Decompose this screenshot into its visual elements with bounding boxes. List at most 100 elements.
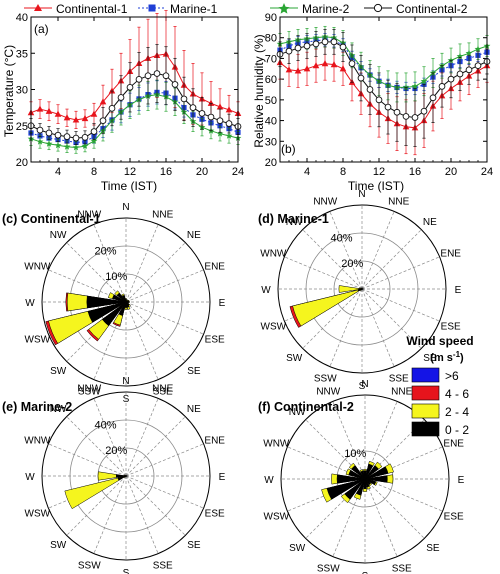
data-point (54, 110, 62, 117)
data-point (108, 87, 116, 94)
rose-direction-label-f: W (264, 475, 274, 486)
rose-direction-label-c: W (25, 298, 35, 309)
rose-spoke-f (364, 446, 443, 480)
x-tick-label-a: 20 (196, 166, 208, 178)
rose-petal-sw-0-2 (344, 478, 366, 500)
wind-speed-legend: Wind speed (m s-1) >6 4 - 6 2 - 4 0 - 2 (406, 334, 473, 437)
rose-ring-label-c: 10% (105, 271, 127, 283)
data-point (357, 74, 365, 82)
data-point (108, 104, 116, 112)
rose-spoke-e (125, 475, 159, 554)
rose-direction-label-c: NNE (152, 209, 173, 220)
data-point (339, 65, 347, 72)
data-point (198, 110, 206, 117)
rose-direction-label-e: SSW (78, 561, 101, 572)
rose-direction-label-f: SSW (317, 564, 340, 574)
legend-label-continental-2: Continental-2 (396, 2, 468, 16)
rose-spoke-c (66, 242, 127, 303)
rose-direction-label-f: E (458, 475, 465, 486)
rose-ring-label-f: 10% (344, 448, 366, 460)
y-axis-label-a: Temperature (°C) (2, 45, 16, 137)
rose-petal-sse-0-2 (364, 478, 370, 488)
series-line (279, 36, 488, 88)
data-point (312, 40, 320, 48)
wind-legend-swatch-2-4 (411, 403, 440, 419)
rose-petal-e-0-2 (364, 475, 388, 483)
rose-spoke-e (66, 475, 127, 536)
rose-petal-s-0-2 (124, 301, 128, 308)
rose-direction-label-c: WSW (25, 335, 51, 346)
x-tick-label-b: 8 (340, 166, 346, 178)
data-point (117, 94, 125, 101)
panel-a-temperature: (a) Time (IST) Temperature (°C) 4 8 12 16 20… (2, 10, 244, 193)
rose-spoke-d (361, 256, 440, 290)
rose-ring-label-e: 40% (95, 419, 117, 431)
data-point (294, 44, 302, 52)
rose-petal-ese-0-2 (364, 478, 377, 486)
rose-spoke-d (361, 288, 395, 367)
x-tick-label-b: 20 (445, 166, 457, 178)
rose-direction-label-c: E (219, 298, 226, 309)
rose-petal-wnw-0-2 (112, 294, 127, 303)
rose-petal-wsw-0-2 (326, 478, 366, 500)
x-tick-label-a: 12 (124, 166, 136, 178)
rose-direction-label-f: ESE (444, 512, 464, 523)
rose-direction-label-e: W (25, 472, 35, 483)
x-tick-label-a: 16 (160, 166, 172, 178)
data-point (321, 38, 329, 46)
rose-petal-se-0-2 (364, 478, 371, 485)
rose-spoke-c (125, 269, 204, 303)
data-point (330, 38, 338, 46)
rose-spoke-d (284, 256, 363, 290)
data-point (411, 114, 419, 121)
rose-direction-label-c: SSE (153, 387, 173, 398)
rose-direction-label-e: ESE (205, 509, 225, 520)
rose-petal-ssw-0-2 (118, 301, 127, 316)
rose-direction-label-e: WNW (24, 435, 51, 446)
rose-spoke-f (364, 401, 398, 480)
rose-petal-wsw-2-4 (292, 288, 363, 327)
data-point (99, 117, 107, 125)
rose-petal-sse-0-2 (125, 301, 130, 308)
rose-direction-label-d: SSW (314, 374, 337, 385)
data-point (144, 72, 152, 80)
rose-direction-label-d: NNW (313, 196, 337, 207)
rose-spoke-e (93, 475, 127, 554)
rose-spoke-f (364, 478, 443, 512)
data-point (153, 70, 161, 77)
y-tick-label-b: 60 (265, 74, 277, 86)
data-point (348, 60, 356, 67)
data-point (393, 108, 401, 116)
rose-direction-label-e: SW (50, 540, 67, 551)
rose-spoke-d (302, 288, 363, 349)
data-point (294, 67, 302, 74)
data-point (366, 86, 374, 93)
data-point (285, 66, 293, 73)
data-point (465, 66, 473, 74)
data-point (162, 72, 170, 80)
rose-direction-label-e: S (123, 568, 130, 574)
rose-petal-w-0-2 (86, 295, 127, 309)
rose-outer-ring-f (280, 394, 450, 564)
data-point (45, 107, 53, 114)
data-point (72, 143, 80, 151)
rose-spoke-c (93, 301, 127, 380)
data-point (36, 138, 44, 145)
data-point (225, 120, 233, 127)
rose-direction-label-d: SE (423, 353, 437, 364)
series-line (30, 91, 239, 143)
legend-label-continental-1: Continental-1 (56, 2, 128, 16)
series-line (30, 53, 239, 121)
rose-direction-label-e: WSW (25, 509, 51, 520)
series-continental-2-b (276, 29, 491, 147)
rose-outer-ring-c (41, 217, 211, 387)
rose-direction-label-c: SE (187, 366, 201, 377)
data-point (225, 132, 233, 139)
rose-petal-se-0-2 (125, 301, 130, 306)
data-point (90, 110, 98, 117)
y-axis-label-b: Relative humidity (%) (252, 34, 266, 147)
wind-rose-marine-2: (e) Marine-2 20% 40% N NNE NE ENE E ESE SE SSE S SS… (2, 376, 226, 574)
rose-direction-label-f: SSE (392, 564, 412, 574)
rose-direction-label-d: SSE (389, 374, 409, 385)
data-point (54, 131, 62, 139)
